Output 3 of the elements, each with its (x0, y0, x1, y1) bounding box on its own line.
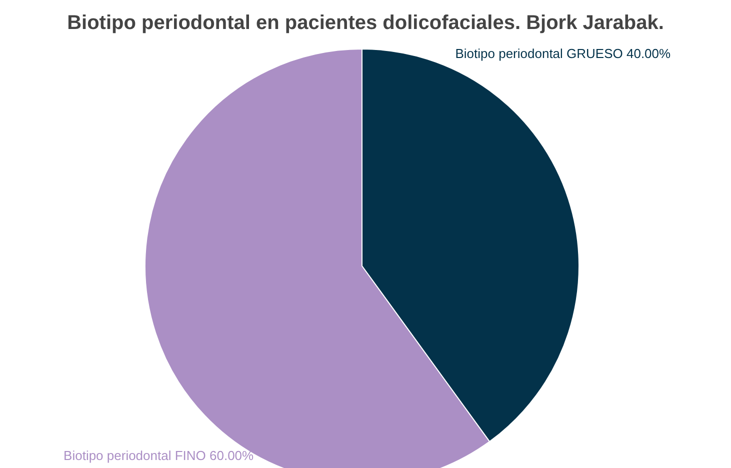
slice-label: Biotipo periodontal FINO 60.00% (64, 448, 254, 464)
chart-title: Biotipo periodontal en pacientes dolicofaciales. Bjork Jarabak. (67, 12, 664, 34)
slice-label: Biotipo periodontal GRUESO 40.00% (455, 46, 672, 62)
